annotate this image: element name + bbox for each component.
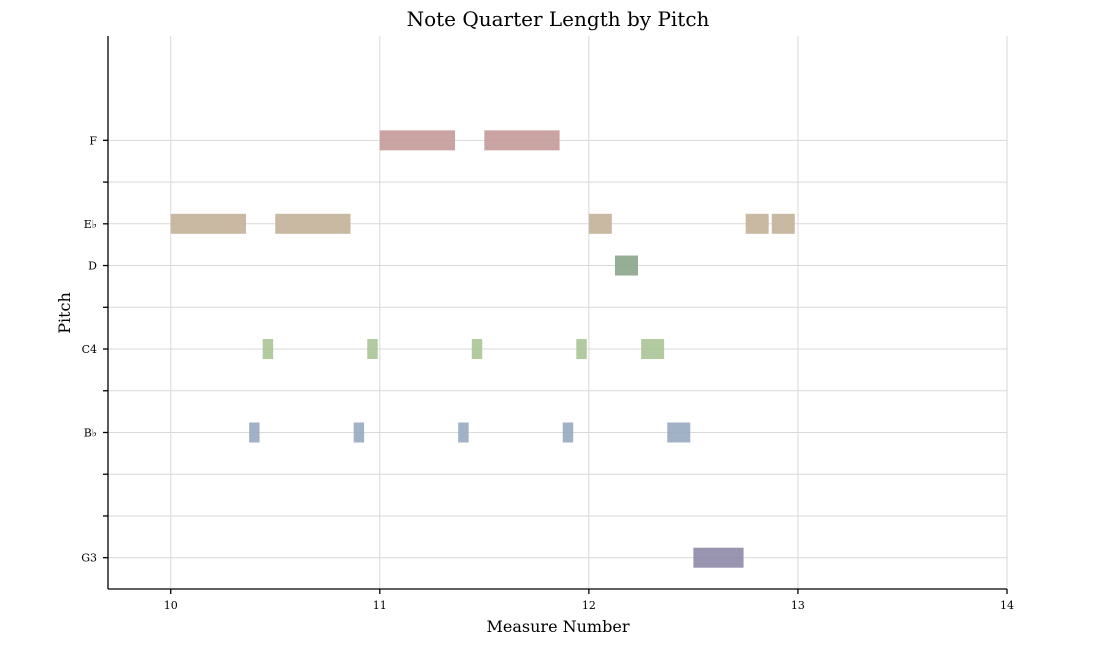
- note-bar: [745, 213, 769, 234]
- grid: [108, 36, 1008, 589]
- y-tick-label: C4: [82, 343, 97, 356]
- note-bar: [367, 339, 378, 360]
- y-tick-label: G3: [81, 552, 97, 565]
- y-tick-label: D: [88, 260, 97, 273]
- note-bar: [641, 339, 665, 360]
- note-bar: [170, 213, 246, 234]
- note-bar: [249, 422, 260, 443]
- x-tick-label: 12: [582, 599, 596, 612]
- note-bar: [576, 339, 587, 360]
- x-tick-label: 14: [1000, 599, 1014, 612]
- y-axis-label: Pitch: [55, 292, 74, 334]
- x-tick-label: 13: [791, 599, 805, 612]
- note-bar: [471, 339, 483, 360]
- x-tick-label: 10: [164, 599, 178, 612]
- note-bar: [458, 422, 469, 443]
- note-bar: [353, 422, 365, 443]
- note-bar: [693, 547, 744, 568]
- y-tick-label: F: [89, 134, 97, 147]
- note-bar: [588, 213, 612, 234]
- note-bar: [771, 213, 795, 234]
- chart-title: Note Quarter Length by Pitch: [407, 7, 710, 31]
- note-bar: [562, 422, 574, 443]
- axes: G3 B♭ C4 D E♭ F 10 11 12 13 14: [81, 36, 1014, 612]
- note-bar: [667, 422, 691, 443]
- note-bar: [484, 130, 560, 151]
- y-tick-label: B♭: [84, 426, 97, 439]
- notes: [170, 130, 795, 568]
- y-tick-label: E♭: [84, 218, 97, 231]
- note-bar: [379, 130, 456, 151]
- note-bar: [275, 213, 351, 234]
- x-axis-label: Measure Number: [487, 617, 630, 636]
- note-bar: [262, 339, 274, 360]
- note-bar: [614, 255, 638, 276]
- x-tick-label: 11: [373, 599, 387, 612]
